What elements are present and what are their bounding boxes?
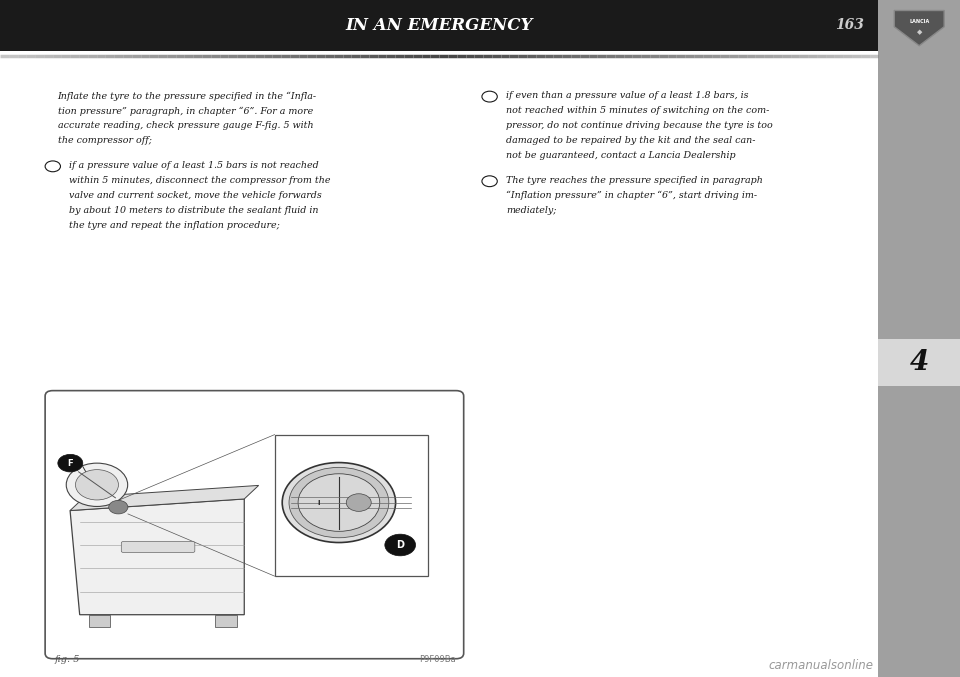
- Text: pressor, do not continue driving because the tyre is too: pressor, do not continue driving because…: [506, 121, 773, 130]
- Text: 4: 4: [909, 349, 929, 376]
- Text: within 5 minutes, disconnect the compressor from the: within 5 minutes, disconnect the compres…: [69, 176, 330, 185]
- Text: tion pressure” paragraph, in chapter “6”. For a more: tion pressure” paragraph, in chapter “6”…: [58, 106, 313, 116]
- Text: I: I: [318, 500, 321, 506]
- Text: IN AN EMERGENCY: IN AN EMERGENCY: [346, 17, 533, 34]
- Text: valve and current socket, move the vehicle forwards: valve and current socket, move the vehic…: [69, 191, 322, 200]
- Circle shape: [58, 454, 83, 472]
- Circle shape: [282, 462, 396, 542]
- Text: F: F: [67, 458, 73, 468]
- FancyBboxPatch shape: [0, 0, 878, 677]
- Circle shape: [347, 494, 372, 511]
- Circle shape: [66, 463, 128, 506]
- Text: the tyre and repeat the inflation procedure;: the tyre and repeat the inflation proced…: [69, 221, 280, 230]
- FancyBboxPatch shape: [0, 0, 878, 51]
- Text: by about 10 meters to distribute the sealant fluid in: by about 10 meters to distribute the sea…: [69, 206, 319, 215]
- FancyBboxPatch shape: [45, 391, 464, 659]
- FancyBboxPatch shape: [878, 0, 960, 51]
- Text: not reached within 5 minutes of switching on the com-: not reached within 5 minutes of switchin…: [506, 106, 769, 115]
- Circle shape: [76, 470, 118, 500]
- FancyBboxPatch shape: [878, 0, 960, 677]
- Text: D: D: [396, 540, 404, 550]
- Text: mediately;: mediately;: [506, 206, 557, 215]
- Polygon shape: [895, 10, 945, 45]
- Circle shape: [78, 475, 120, 505]
- Text: if even than a pressure value of a least 1.8 bars, is: if even than a pressure value of a least…: [506, 91, 749, 100]
- FancyBboxPatch shape: [878, 338, 960, 386]
- Text: P9F09Ba: P9F09Ba: [420, 655, 456, 664]
- Text: The tyre reaches the pressure specified in paragraph: The tyre reaches the pressure specified …: [506, 176, 763, 185]
- Circle shape: [108, 500, 128, 514]
- Text: 163: 163: [835, 18, 864, 32]
- FancyBboxPatch shape: [215, 615, 236, 627]
- Circle shape: [289, 467, 389, 538]
- Circle shape: [86, 481, 111, 499]
- Circle shape: [299, 474, 380, 531]
- Text: damaged to be repaired by the kit and the seal can-: damaged to be repaired by the kit and th…: [506, 136, 756, 145]
- FancyBboxPatch shape: [89, 615, 110, 627]
- Text: Inflate the tyre to the pressure specified in the “Infla-: Inflate the tyre to the pressure specifi…: [58, 91, 317, 101]
- Text: not be guaranteed, contact a Lancia Dealership: not be guaranteed, contact a Lancia Deal…: [506, 151, 735, 160]
- Polygon shape: [70, 485, 258, 510]
- Text: fig. 5: fig. 5: [55, 655, 81, 664]
- FancyBboxPatch shape: [275, 435, 428, 576]
- Text: LANCIA: LANCIA: [909, 19, 929, 24]
- Text: carmanualsonline: carmanualsonline: [769, 659, 874, 672]
- Circle shape: [385, 534, 416, 556]
- Text: if a pressure value of a least 1.5 bars is not reached: if a pressure value of a least 1.5 bars …: [69, 161, 319, 170]
- Text: ◆: ◆: [917, 29, 922, 35]
- Text: the compressor off;: the compressor off;: [58, 136, 152, 145]
- Text: D: D: [395, 538, 406, 552]
- FancyBboxPatch shape: [121, 542, 195, 552]
- Text: “Inflation pressure” in chapter “6”, start driving im-: “Inflation pressure” in chapter “6”, sta…: [506, 191, 757, 200]
- Polygon shape: [70, 499, 244, 615]
- Text: accurate reading, check pressure gauge F-fig. 5 with: accurate reading, check pressure gauge F…: [58, 121, 313, 130]
